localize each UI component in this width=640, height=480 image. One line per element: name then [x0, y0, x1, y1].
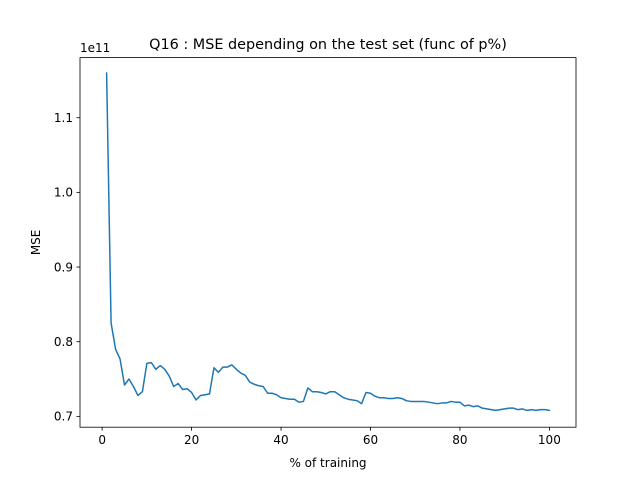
y-offset-text: 1e11: [80, 41, 110, 55]
x-tick-label: 80: [452, 433, 467, 447]
x-tick-label: 0: [98, 433, 106, 447]
axes-frame: [79, 57, 577, 428]
series-line-0: [105, 72, 551, 412]
x-tick-label: 20: [184, 433, 199, 447]
chart-title: Q16 : MSE depending on the test set (fun…: [149, 37, 507, 53]
y-tick-label: 0.9: [54, 260, 73, 274]
y-tick-label: 0.8: [54, 335, 73, 349]
x-tick-label: 60: [363, 433, 378, 447]
y-tick-label: 0.7: [54, 410, 73, 424]
x-axis-label: % of training: [289, 456, 366, 470]
x-tick-label: 40: [273, 433, 288, 447]
y-tick-label: 1.0: [54, 186, 73, 200]
x-tick-label: 100: [538, 433, 561, 447]
y-axis-label: MSE: [29, 230, 43, 256]
plot-layer: [105, 72, 551, 412]
ticks-layer: 0 20 40 60 80 100 0.7 0.8 0.9 1.0 1.1: [54, 111, 561, 447]
y-tick-label: 1.1: [54, 111, 73, 125]
